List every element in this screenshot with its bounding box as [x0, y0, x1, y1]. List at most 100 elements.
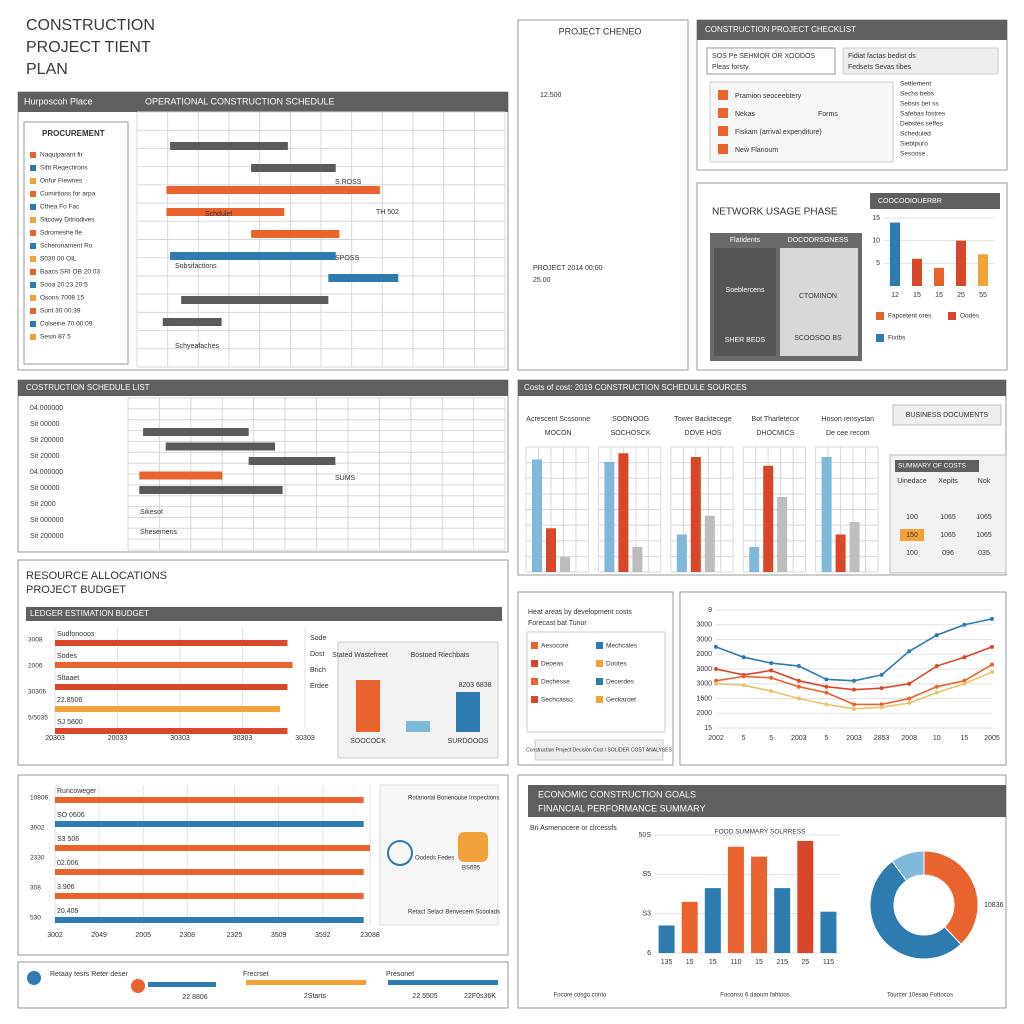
point: [714, 644, 718, 649]
axis-label: 2330: [30, 855, 45, 862]
side-item: Sebsis bet ss: [900, 101, 939, 108]
x-tick-label: 2003: [846, 735, 862, 742]
x-tick-label: 30303: [295, 735, 315, 742]
strip-figure: 22.5505: [412, 993, 437, 1000]
axis-label: 30306: [28, 689, 46, 696]
panel-subtitle: LEDGER ESTIMATION BUDGET: [30, 609, 149, 618]
group-label: Bot Tharletecor: [752, 416, 800, 423]
x-tick-label: 15: [961, 735, 969, 742]
table-cell: 1065: [940, 514, 956, 521]
x-tick-label: 30303: [170, 735, 190, 742]
icon: [30, 282, 36, 288]
y-tick-label: 15: [872, 215, 880, 222]
sidebar-title: PROCUREMENT: [42, 129, 105, 138]
point: [796, 664, 801, 669]
point: [852, 702, 856, 707]
icon: [30, 295, 36, 301]
legend-swatch: [531, 660, 538, 667]
inset-note: 8203 6838: [458, 682, 491, 689]
icon: [30, 256, 36, 262]
header-bar: [870, 193, 1000, 209]
chart-title: COOCOOIOUERBR: [878, 198, 942, 205]
gantt-bar: [143, 428, 249, 436]
box-text: Fedsets Sevas tibes: [848, 64, 912, 71]
sidebar-item: Colseine 70 00:09: [40, 321, 93, 328]
legend-swatch: [596, 642, 603, 649]
icon-label: CTOMINON: [799, 293, 837, 300]
legend-label: Decerdes: [606, 679, 635, 686]
bar: [560, 557, 570, 572]
x-tick-label: 2853: [874, 735, 890, 742]
sidebar-item: Sunt 30 00:39: [40, 308, 81, 315]
legend-label: Deoeas: [541, 661, 564, 668]
legend-swatch: [531, 678, 538, 685]
house-label: 25.00: [533, 277, 551, 284]
strip-item: Frecrset: [243, 971, 269, 978]
axis-label: 2006: [28, 663, 43, 670]
note: Schyeafaches: [175, 343, 219, 350]
axis-label: 308: [30, 885, 41, 892]
bar: [956, 240, 966, 286]
group-sub: De cee recom: [826, 430, 870, 437]
y-tick-label: 9: [708, 607, 712, 614]
y-tick-label: 3000: [696, 666, 712, 673]
checklist-item: Nekas: [735, 111, 755, 118]
panel-title: CONSTRUCTION PROJECT CHECKLIST: [705, 25, 856, 34]
bar-label: Sttaaet: [57, 675, 79, 682]
house-label: PROJECT 2014 00:00: [533, 265, 603, 272]
panel: [23, 121, 129, 365]
bar: [912, 258, 922, 286]
table-cell: 150: [906, 532, 918, 539]
group-label: SOONOOG: [612, 416, 649, 423]
point: [907, 700, 912, 705]
note: S.ROSS: [335, 179, 362, 186]
inset-head: Stated Wastefreet: [332, 652, 388, 659]
bar: [55, 845, 370, 851]
x-tick-label: 55: [979, 292, 987, 299]
icon: [718, 90, 728, 100]
note: TH 502: [376, 209, 399, 216]
note: Shesemens: [140, 529, 177, 536]
checklist-item: Forms: [818, 111, 838, 118]
table-cell: 096: [942, 550, 954, 557]
y-tick-label: S3: [642, 911, 651, 918]
sidebar-item: Sdromeshe fle: [40, 230, 82, 237]
bar: [978, 254, 988, 286]
row-label: Sit 000000: [30, 517, 64, 524]
point: [769, 661, 774, 666]
icon: [458, 832, 488, 862]
table-cell: 1065: [976, 532, 992, 539]
legend-label: Sechcasso: [541, 697, 573, 704]
side-item: BS695: [462, 866, 481, 872]
row-label: Sit 00000: [30, 421, 60, 428]
panel-title: OPERATIONAL CONSTRUCTION SCHEDULE: [145, 96, 335, 106]
icon: [30, 321, 36, 327]
point: [990, 616, 994, 621]
x-tick-label: 15: [755, 959, 763, 966]
header-bar: [895, 460, 979, 472]
point: [990, 662, 994, 667]
x-tick-label: 20033: [108, 735, 128, 742]
bar: [55, 893, 364, 899]
point: [769, 675, 774, 680]
gantt-bar: [328, 274, 399, 282]
box: [842, 47, 999, 75]
donut-slice: [891, 850, 925, 882]
x-tick-label: 2308: [180, 932, 196, 939]
bar: [763, 465, 774, 572]
x-tick-label: 2049: [91, 932, 107, 939]
bar: [751, 856, 768, 953]
side-item: Settlement: [900, 81, 931, 88]
icon-label: Soeblercens: [726, 287, 765, 294]
bar: [849, 522, 860, 572]
x-tick-label: 15: [686, 959, 694, 966]
side-item: Siebtpuro: [900, 141, 928, 148]
icon: [30, 178, 36, 184]
point: [824, 702, 829, 707]
box-text: Fidiat factas bedist ds: [848, 53, 916, 60]
x-tick-label: 23088: [360, 932, 380, 939]
bar: [727, 846, 744, 953]
bar-label: 20.405: [57, 908, 79, 915]
table-cell: 100: [906, 514, 918, 521]
